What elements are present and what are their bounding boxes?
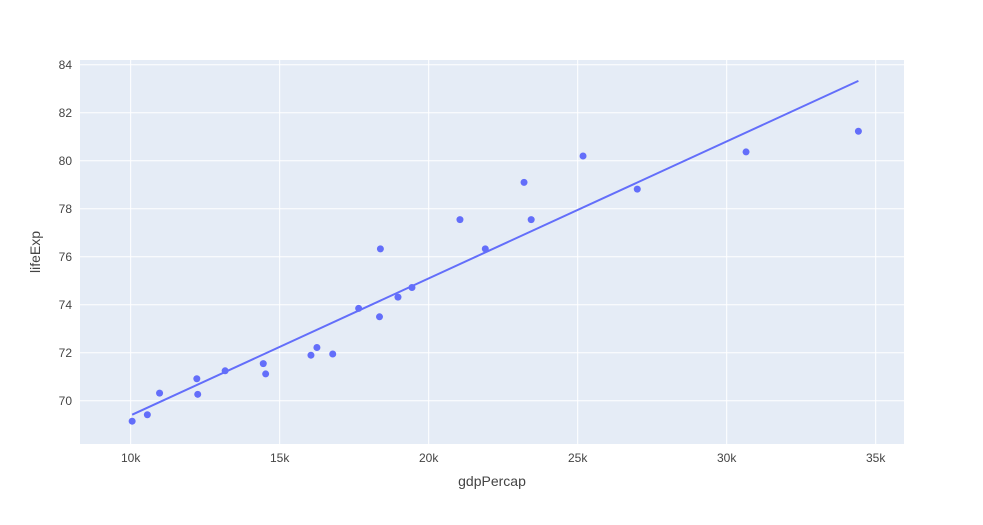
scatter-point[interactable] [579,152,587,160]
x-tick-label: 15k [270,451,290,465]
scatter-point[interactable] [481,245,489,253]
scatter-point[interactable] [527,216,535,224]
scatter-point[interactable] [355,304,363,312]
scatter-point[interactable] [221,367,229,375]
y-tick-label: 74 [59,298,73,312]
scatter-point[interactable] [156,389,164,397]
x-tick-label: 10k [121,451,141,465]
y-axis-title: lifeExp [27,231,43,273]
scatter-point[interactable] [128,417,136,425]
scatter-point[interactable] [394,293,402,301]
x-tick-label: 20k [419,451,439,465]
scatter-point[interactable] [376,245,384,253]
scatter-point[interactable] [313,344,321,352]
series-layer [128,79,862,425]
scatter-point[interactable] [633,185,641,193]
scatter-point[interactable] [742,148,750,156]
grid-lines [80,60,904,444]
x-tick-label: 25k [568,451,588,465]
scatter-point[interactable] [520,178,528,186]
scatter-point[interactable] [376,313,384,321]
scatter-point[interactable] [259,360,267,368]
y-tick-label: 84 [59,58,73,72]
trendline [131,79,859,416]
y-tick-label: 72 [59,346,73,360]
x-axis-ticks: 10k 15k 20k 25k 30k 35k [121,451,886,465]
y-tick-label: 70 [59,394,73,408]
scatter-point[interactable] [143,411,151,419]
y-tick-label: 78 [59,202,73,216]
y-tick-label: 82 [59,106,73,120]
scatter-point[interactable] [193,375,201,383]
y-axis-ticks: 70 72 74 76 78 80 82 84 [59,58,73,408]
y-tick-label: 80 [59,154,73,168]
x-tick-label: 35k [866,451,886,465]
scatter-point[interactable] [408,284,416,292]
scatter-point[interactable] [194,390,202,398]
x-tick-label: 30k [717,451,737,465]
scatter-point[interactable] [854,127,862,135]
scatter-point[interactable] [262,370,270,378]
x-axis-title: gdpPercap [458,473,526,489]
y-tick-label: 76 [59,250,73,264]
scatter-point[interactable] [456,216,464,224]
scatter-point[interactable] [329,350,337,358]
scatter-point[interactable] [307,351,315,359]
